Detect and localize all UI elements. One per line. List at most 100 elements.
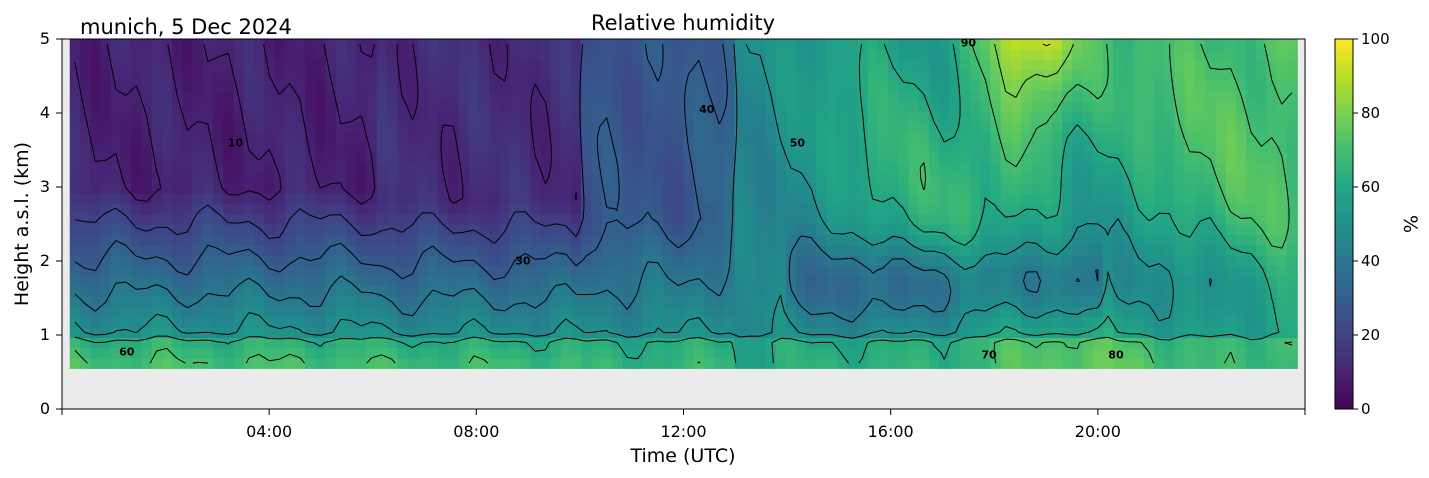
heatmap-cell — [949, 59, 961, 71]
heatmap-cell — [223, 141, 235, 153]
heatmap-cell — [949, 234, 961, 246]
heatmap-cell — [325, 255, 337, 266]
heatmap-cell — [724, 131, 736, 143]
heatmap-cell — [448, 296, 460, 308]
heatmap-cell — [1194, 234, 1206, 246]
heatmap-cell — [448, 193, 460, 205]
heatmap-cell — [294, 234, 306, 246]
heatmap-cell — [601, 162, 613, 174]
heatmap-cell — [560, 327, 572, 339]
heatmap-cell — [939, 80, 951, 92]
heatmap-cell — [192, 172, 204, 184]
heatmap-cell — [438, 49, 449, 61]
heatmap-cell — [785, 347, 797, 359]
heatmap-cell — [826, 80, 838, 92]
heatmap-cell — [622, 162, 633, 174]
heatmap-cell — [417, 172, 429, 184]
heatmap-cell — [857, 275, 869, 287]
heatmap-cell — [611, 275, 623, 287]
heatmap-cell — [161, 172, 173, 184]
heatmap-cell — [519, 316, 531, 328]
heatmap-cell — [253, 265, 265, 277]
heatmap-cell — [468, 59, 480, 71]
heatmap-cell — [744, 152, 756, 164]
heatmap-cell — [703, 296, 715, 308]
heatmap-cell — [683, 327, 695, 339]
heatmap-cell — [591, 141, 603, 153]
heatmap-cell — [407, 152, 419, 164]
heatmap-cell — [448, 141, 460, 153]
heatmap-cell — [949, 275, 961, 287]
heatmap-cell — [765, 193, 777, 205]
heatmap-cell — [417, 213, 429, 225]
heatmap-cell — [785, 244, 797, 256]
heatmap-cell — [969, 316, 981, 328]
heatmap-cell — [1246, 183, 1257, 194]
heatmap-cell — [836, 131, 848, 143]
heatmap-cell — [775, 306, 787, 318]
heatmap-cell — [90, 172, 102, 184]
heatmap-cell — [427, 152, 439, 164]
heatmap-cell — [550, 296, 562, 308]
heatmap-cell — [1000, 80, 1012, 92]
heatmap-cell — [1174, 111, 1186, 122]
y-tick-label: 5 — [40, 29, 50, 48]
heatmap-cell — [1051, 49, 1063, 61]
heatmap-cell — [683, 111, 695, 122]
contour-line-30 — [74, 44, 728, 281]
heatmap-cell — [601, 141, 613, 153]
heatmap-cell — [458, 327, 470, 339]
heatmap-cell — [438, 337, 449, 349]
heatmap-cell — [315, 100, 327, 112]
heatmap-cell — [591, 296, 603, 308]
colorbar-tick-label: 20 — [1361, 326, 1380, 344]
heatmap-cell — [581, 337, 593, 349]
heatmap-cell — [959, 193, 971, 205]
heatmap-cell — [796, 275, 807, 287]
heatmap-cell — [1021, 193, 1032, 205]
heatmap-cell — [888, 90, 899, 102]
heatmap-cell — [100, 285, 112, 297]
heatmap-cell — [703, 203, 715, 215]
heatmap-cell — [376, 49, 388, 61]
heatmap-cell — [274, 111, 286, 122]
heatmap-cell — [345, 337, 357, 349]
heatmap-cell — [581, 100, 593, 112]
heatmap-cell — [69, 131, 81, 143]
heatmap-cell — [1235, 59, 1247, 71]
heatmap-cell — [499, 265, 511, 277]
heatmap-cell — [724, 59, 736, 71]
heatmap-cell — [550, 358, 562, 369]
heatmap-cell — [448, 347, 460, 359]
heatmap-cell — [591, 337, 603, 349]
heatmap-cell — [703, 358, 715, 369]
heatmap-cell — [1061, 358, 1073, 369]
heatmap-cell — [796, 306, 807, 318]
heatmap-cell — [1276, 49, 1288, 61]
heatmap-cell — [1113, 131, 1124, 143]
heatmap-cell — [611, 69, 623, 81]
heatmap-cell — [407, 121, 419, 133]
heatmap-cell — [1072, 111, 1084, 122]
heatmap-cell — [816, 285, 828, 297]
heatmap-cell — [499, 316, 511, 328]
heatmap-cell — [816, 172, 828, 184]
heatmap-cell — [908, 224, 920, 236]
heatmap-cell — [1287, 59, 1298, 71]
heatmap-cell — [867, 69, 879, 81]
heatmap-cell — [703, 193, 715, 205]
heatmap-cell — [939, 39, 951, 50]
heatmap-cell — [305, 234, 316, 246]
heatmap-cell — [519, 121, 531, 133]
heatmap-cell — [1205, 347, 1216, 359]
heatmap-cell — [703, 100, 715, 112]
heatmap-cell — [796, 183, 807, 194]
heatmap-cell — [1276, 183, 1288, 194]
heatmap-cell — [1266, 265, 1278, 277]
heatmap-cell — [949, 358, 961, 369]
heatmap-cell — [202, 275, 214, 287]
heatmap-cell — [724, 162, 736, 174]
heatmap-cell — [438, 90, 449, 102]
heatmap-cell — [652, 121, 664, 133]
heatmap-cell — [376, 203, 388, 215]
